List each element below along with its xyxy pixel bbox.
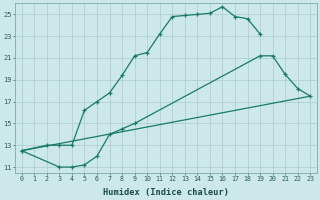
X-axis label: Humidex (Indice chaleur): Humidex (Indice chaleur) bbox=[103, 188, 229, 197]
